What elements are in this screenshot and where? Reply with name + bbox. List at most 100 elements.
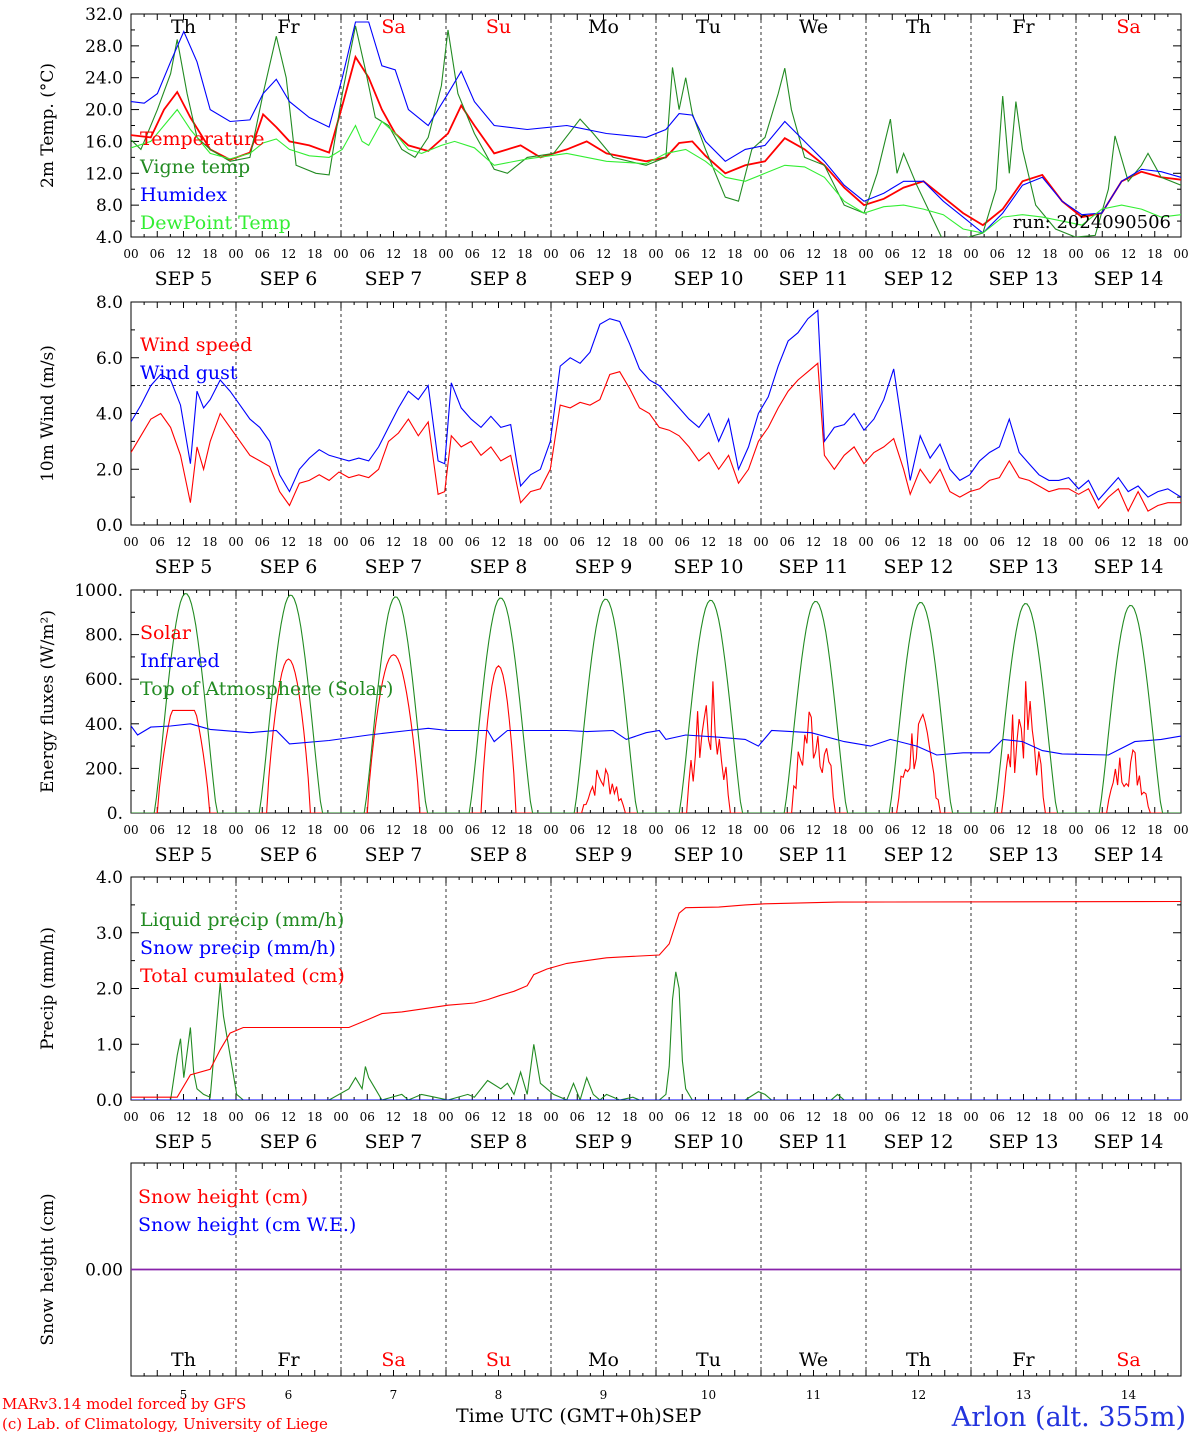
date-label: SEP 13: [989, 556, 1059, 578]
y-tick-label: 2.0: [96, 980, 123, 1000]
hour-tick-label: 18: [1042, 535, 1057, 549]
hour-tick-label: 00: [543, 1110, 558, 1124]
series-line: [131, 21, 1181, 234]
y-tick-label: 8.0: [96, 196, 123, 216]
hour-tick-label: 00: [858, 823, 873, 837]
hour-tick-label: 18: [937, 823, 952, 837]
hour-tick-label: 00: [858, 247, 873, 261]
legend-entry: Top of Atmosphere (Solar): [140, 678, 393, 700]
hour-tick-label: 18: [727, 823, 742, 837]
series-line: [131, 54, 1181, 227]
panel-frame: [130, 301, 1182, 526]
hour-tick-label: 00: [648, 247, 663, 261]
hour-tick-label: 18: [727, 247, 742, 261]
hour-tick-label: 06: [465, 823, 480, 837]
series-group: [131, 21, 1181, 237]
legend-entry: Liquid precip (mm/h): [140, 909, 344, 931]
hour-tick-label: 00: [1173, 823, 1188, 837]
y-tick-label: 4.0: [96, 228, 123, 248]
date-label: SEP 10: [674, 1131, 744, 1153]
hour-tick-label: 06: [150, 535, 165, 549]
hour-tick-label: 00: [1068, 535, 1083, 549]
hour-tick-label: 12: [911, 1110, 926, 1124]
day-name-label: Fr: [277, 16, 300, 38]
legend-entry: Vigne temp: [139, 156, 250, 178]
y-tick-label: 8.0: [96, 293, 123, 313]
hour-tick-label: 06: [1095, 535, 1110, 549]
hour-tick-label: 00: [438, 823, 453, 837]
hour-tick-label: 18: [412, 247, 427, 261]
day-name-label: Sa: [1116, 1349, 1140, 1371]
date-label: SEP 8: [470, 268, 528, 290]
hour-tick-label: 12: [806, 1110, 821, 1124]
hour-tick-label: 18: [727, 1110, 742, 1124]
hour-tick-label: 00: [438, 1110, 453, 1124]
hour-tick-label: 06: [1095, 823, 1110, 837]
hour-tick-label: 12: [596, 247, 611, 261]
hour-tick-label: 00: [963, 823, 978, 837]
hour-tick-label: 12: [176, 1110, 191, 1124]
hour-tick-label: 06: [150, 823, 165, 837]
day-name-label: Fr: [277, 1349, 300, 1371]
hour-tick-label: 18: [727, 535, 742, 549]
series-group: [131, 900, 1181, 1100]
series-group: [131, 593, 1181, 813]
date-label: SEP 7: [365, 1131, 423, 1153]
day-name-label: Sa: [381, 1349, 405, 1371]
hour-tick-label: 18: [832, 247, 847, 261]
y-tick-label: 6.0: [96, 349, 123, 369]
hour-tick-label: 18: [1042, 1110, 1057, 1124]
date-number-label: 6: [285, 1388, 293, 1402]
date-label: SEP 9: [575, 556, 633, 578]
hour-tick-label: 18: [307, 535, 322, 549]
y-tick-label: 4.0: [96, 405, 123, 425]
hour-tick-label: 18: [307, 247, 322, 261]
y-tick-label: 28.0: [85, 37, 123, 57]
date-label: SEP 7: [365, 268, 423, 290]
y-tick-label: 0.: [107, 804, 123, 824]
hour-tick-label: 12: [911, 823, 926, 837]
y-tick-label: 3.0: [96, 924, 123, 944]
hour-tick-label: 12: [596, 1110, 611, 1124]
date-label: SEP 13: [989, 268, 1059, 290]
hour-tick-label: 00: [438, 535, 453, 549]
hour-tick-label: 00: [543, 247, 558, 261]
hour-tick-label: 06: [255, 535, 270, 549]
legend-entry: Snow height (cm W.E.): [138, 1214, 356, 1236]
date-label: SEP 12: [884, 268, 954, 290]
day-name-label: Tu: [696, 16, 721, 38]
hour-tick-label: 06: [990, 247, 1005, 261]
hour-tick-label: 00: [123, 535, 138, 549]
hour-tick-label: 12: [491, 247, 506, 261]
hour-tick-label: 18: [1147, 1110, 1162, 1124]
panel-3: 0. 200. 400. 600. 800. 1000. Energy fluxes (W/…: [38, 581, 1189, 866]
hour-tick-label: 18: [412, 535, 427, 549]
legend-entry: Solar: [140, 622, 192, 644]
y-tick-label: 0.0: [96, 516, 123, 536]
date-label: SEP 9: [575, 268, 633, 290]
y-tick-label: 800.: [85, 626, 123, 646]
hour-tick-label: 06: [150, 1110, 165, 1124]
hour-tick-label: 18: [832, 823, 847, 837]
date-label: SEP 13: [989, 1131, 1059, 1153]
y-tick-label: 1000.: [74, 581, 123, 601]
hour-tick-label: 00: [648, 823, 663, 837]
hour-tick-label: 00: [438, 247, 453, 261]
date-label: SEP 14: [1094, 556, 1164, 578]
date-label: SEP 8: [470, 844, 528, 866]
hour-tick-label: 12: [806, 247, 821, 261]
date-label: SEP 5: [155, 844, 213, 866]
date-label: SEP 6: [260, 844, 318, 866]
hour-tick-label: 18: [622, 247, 637, 261]
hour-tick-label: 18: [1042, 247, 1057, 261]
panel-5: 0.00 Snow height (cm) Snow height (cm) Snow…: [38, 1162, 1182, 1402]
hour-tick-label: 12: [386, 247, 401, 261]
hour-tick-label: 06: [990, 535, 1005, 549]
hour-tick-label: 18: [307, 823, 322, 837]
series-line: [131, 108, 1181, 234]
hour-tick-label: 12: [1121, 823, 1136, 837]
hour-tick-label: 18: [937, 535, 952, 549]
date-label: SEP 13: [989, 844, 1059, 866]
legend-entry: DewPoint Temp: [140, 212, 291, 234]
hour-tick-label: 06: [360, 247, 375, 261]
